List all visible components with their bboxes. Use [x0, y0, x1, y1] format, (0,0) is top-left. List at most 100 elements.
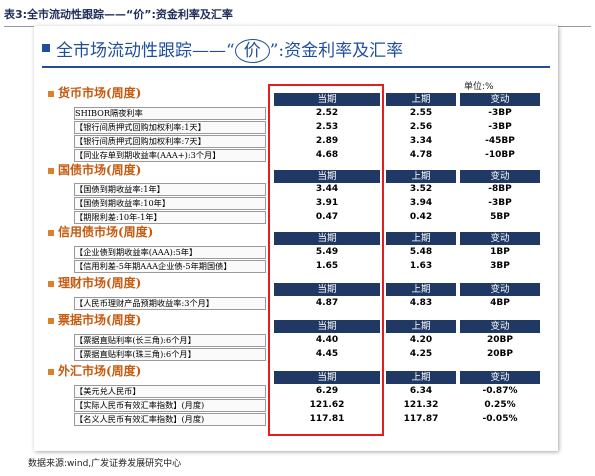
row-current-value: 4.45: [315, 349, 339, 359]
section-title-text: 国债市场(周度): [58, 163, 142, 177]
title-square-icon: [42, 44, 50, 52]
section-bullet-icon: [48, 280, 54, 287]
row-previous-value: 0.42: [409, 212, 433, 222]
row-current-value: 4.40: [315, 335, 339, 345]
row-current-value: 0.47: [315, 212, 339, 222]
row-current-value: 3.91: [315, 198, 339, 208]
row-label: SHIBOR隔夜利率: [74, 107, 266, 120]
liquidity-tracking-card: 全市场流动性跟踪——“ 价 ”:资金利率及汇率 单位:% 货币市场(周度) 当期 上期变…: [34, 26, 558, 451]
header-current: 当期: [274, 93, 380, 106]
row-label: 【美元兑人民币】: [74, 385, 266, 398]
row-change-value: 5BP: [490, 212, 510, 222]
row-label: 【人民币理财产品预期收益率:3个月】: [74, 297, 266, 310]
title-circled-char: 价: [234, 39, 270, 63]
title-pre: 全市场流动性跟踪——“: [56, 41, 235, 61]
section-bullet-icon: [48, 90, 54, 97]
row-current-value: 3.44: [315, 184, 339, 194]
row-label: 【信用利差-5年期AAA企业债-5年期国债】: [74, 260, 266, 273]
section-title: 理财市场(周度): [48, 274, 141, 291]
header-current: 当期: [274, 283, 380, 296]
header-previous: 上期: [386, 170, 456, 183]
section-bullet-icon: [48, 317, 54, 324]
row-change-value: 20BP: [487, 349, 513, 359]
header-current: 当期: [274, 320, 380, 333]
row-label: 【银行间质押式回购加权利率:7天】: [74, 135, 266, 148]
row-label: 【票据直贴利率(长三角):6个月】: [74, 334, 266, 347]
row-previous-value: 5.48: [409, 247, 433, 257]
header-current: 当期: [274, 170, 380, 183]
unit-label: 单位:%: [464, 82, 494, 92]
section-bullet-icon: [48, 167, 54, 174]
row-current-value: 6.29: [315, 386, 339, 396]
section-bullet-icon: [48, 368, 54, 375]
row-previous-value: 3.52: [409, 184, 433, 194]
row-change-value: 3BP: [490, 261, 510, 271]
row-current-value: 2.53: [315, 122, 339, 132]
row-previous-value: 2.56: [409, 122, 433, 132]
section-title-text: 外汇市场(周度): [58, 364, 142, 378]
row-previous-value: 117.87: [403, 414, 439, 424]
row-label: 【同业存单到期收益率(AAA+):3个月】: [74, 149, 266, 162]
header-previous: 上期: [386, 320, 456, 333]
header-current: 当期: [274, 371, 380, 384]
row-current-value: 2.52: [315, 108, 339, 118]
row-current-value: 121.62: [309, 400, 345, 410]
row-change-value: -3BP: [488, 122, 512, 132]
row-change-value: 20BP: [487, 335, 513, 345]
row-current-value: 117.81: [309, 414, 345, 424]
row-change-value: -0.05%: [482, 414, 518, 424]
section-bullet-icon: [48, 229, 54, 236]
row-change-value: 4BP: [490, 298, 510, 308]
row-change-value: -0.87%: [482, 386, 518, 396]
row-previous-value: 6.34: [409, 386, 433, 396]
section-title: 票据市场(周度): [48, 311, 141, 328]
header-change: 变动: [460, 170, 540, 183]
row-previous-value: 4.78: [409, 150, 433, 160]
header-change: 变动: [460, 371, 540, 384]
row-label: 【银行间质押式回购加权利率:1天】: [74, 121, 266, 134]
row-label: 【票据直贴利率(珠三角):6个月】: [74, 348, 266, 361]
row-current-value: 4.68: [315, 150, 339, 160]
section-title-text: 理财市场(周度): [58, 276, 142, 290]
row-previous-value: 4.83: [409, 298, 433, 308]
section-title: 信用债市场(周度): [48, 223, 153, 240]
row-previous-value: 4.20: [409, 335, 433, 345]
row-change-value: -8BP: [488, 184, 512, 194]
header-previous: 上期: [386, 371, 456, 384]
row-label: 【期限利差:10年-1年】: [74, 211, 266, 224]
row-previous-value: 1.63: [409, 261, 433, 271]
row-current-value: 1.65: [315, 261, 339, 271]
row-previous-value: 121.32: [403, 400, 439, 410]
title-divider: [42, 66, 550, 68]
row-label: 【实际人民币有效汇率指数】(月度): [74, 399, 266, 412]
row-change-value: -3BP: [488, 108, 512, 118]
section-title-text: 票据市场(周度): [58, 313, 142, 327]
section-title-text: 信用债市场(周度): [58, 225, 154, 239]
header-previous: 上期: [386, 93, 456, 106]
row-previous-value: 3.94: [409, 198, 433, 208]
page-caption: 表3:全市流动性跟踪——“价”:资金利率及汇率: [4, 6, 591, 27]
section-title-text: 货币市场(周度): [58, 86, 142, 100]
row-change-value: -10BP: [485, 150, 515, 160]
header-change: 变动: [460, 93, 540, 106]
row-previous-value: 3.34: [409, 136, 433, 146]
row-change-value: 0.25%: [484, 400, 516, 410]
title-post: ”:资金利率及汇率: [269, 41, 404, 61]
row-label: 【国债到期收益率:1年】: [74, 183, 266, 196]
row-change-value: -3BP: [488, 198, 512, 208]
header-previous: 上期: [386, 232, 456, 245]
row-change-value: -45BP: [485, 136, 515, 146]
row-label: 【名义人民币有效汇率指数】(月度): [74, 413, 266, 426]
section-title: 货币市场(周度): [48, 84, 141, 101]
row-label: 【企业债到期收益率(AAA):5年】: [74, 246, 266, 259]
row-current-value: 2.89: [315, 136, 339, 146]
section-title: 国债市场(周度): [48, 161, 141, 178]
header-previous: 上期: [386, 283, 456, 296]
row-current-value: 4.87: [315, 298, 339, 308]
header-change: 变动: [460, 232, 540, 245]
card-title: 全市场流动性跟踪——“ 价 ”:资金利率及汇率: [42, 34, 552, 64]
header-current: 当期: [274, 232, 380, 245]
row-current-value: 5.49: [315, 247, 339, 257]
row-label: 【国债到期收益率:10年】: [74, 197, 266, 210]
section-title: 外汇市场(周度): [48, 362, 141, 379]
